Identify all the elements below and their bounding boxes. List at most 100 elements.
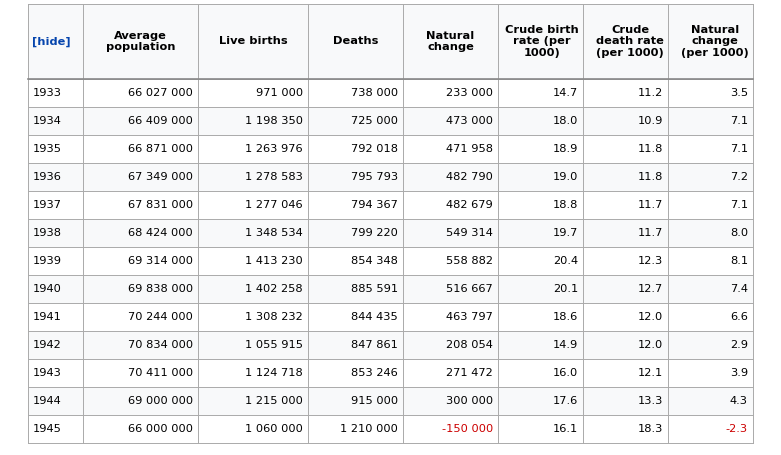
Text: 12.3: 12.3	[638, 256, 663, 266]
Text: 1 198 350: 1 198 350	[245, 116, 303, 126]
Text: 20.1: 20.1	[553, 284, 578, 294]
Text: 20.4: 20.4	[553, 256, 578, 266]
Text: 7.2: 7.2	[730, 172, 748, 182]
Text: 1 124 718: 1 124 718	[245, 368, 303, 378]
Text: 233 000: 233 000	[446, 88, 493, 98]
Text: 66 027 000: 66 027 000	[128, 88, 193, 98]
Text: 1937: 1937	[33, 200, 62, 210]
Text: 473 000: 473 000	[446, 116, 493, 126]
Text: 792 018: 792 018	[351, 144, 398, 154]
Text: 6.6: 6.6	[730, 312, 748, 322]
Text: 1942: 1942	[33, 340, 62, 350]
Text: 68 424 000: 68 424 000	[128, 228, 193, 238]
Text: 853 246: 853 246	[351, 368, 398, 378]
Bar	[28, 359, 753, 387]
Bar	[28, 107, 753, 135]
Text: 1 263 976: 1 263 976	[245, 144, 303, 154]
Text: 1945: 1945	[33, 424, 62, 434]
Text: 1 278 583: 1 278 583	[245, 172, 303, 182]
Text: 69 314 000: 69 314 000	[128, 256, 193, 266]
Text: 12.1: 12.1	[638, 368, 663, 378]
Text: 2.9: 2.9	[730, 340, 748, 350]
Text: 8.0: 8.0	[730, 228, 748, 238]
Text: 300 000: 300 000	[446, 396, 493, 406]
Text: 11.7: 11.7	[637, 200, 663, 210]
Text: 1944: 1944	[33, 396, 62, 406]
Text: Live births: Live births	[219, 36, 287, 46]
Text: 1 277 046: 1 277 046	[245, 200, 303, 210]
Text: 7.1: 7.1	[730, 116, 748, 126]
Text: 18.0: 18.0	[553, 116, 578, 126]
Text: 725 000: 725 000	[351, 116, 398, 126]
Bar	[28, 135, 753, 163]
Text: 1940: 1940	[33, 284, 62, 294]
Text: 1 210 000: 1 210 000	[340, 424, 398, 434]
Text: 1 413 230: 1 413 230	[245, 256, 303, 266]
Text: 915 000: 915 000	[351, 396, 398, 406]
Text: 1 060 000: 1 060 000	[245, 424, 303, 434]
Text: 12.0: 12.0	[638, 312, 663, 322]
Text: 67 831 000: 67 831 000	[128, 200, 193, 210]
Text: Crude
death rate
(per 1000): Crude death rate (per 1000)	[596, 25, 664, 58]
Text: 69 838 000: 69 838 000	[128, 284, 193, 294]
Text: 1 055 915: 1 055 915	[245, 340, 303, 350]
Text: 11.7: 11.7	[637, 228, 663, 238]
Text: 70 834 000: 70 834 000	[128, 340, 193, 350]
Text: 1 215 000: 1 215 000	[245, 396, 303, 406]
Text: 558 882: 558 882	[446, 256, 493, 266]
Text: 18.9: 18.9	[553, 144, 578, 154]
Text: -2.3: -2.3	[726, 424, 748, 434]
Text: 971 000: 971 000	[256, 88, 303, 98]
Text: 1941: 1941	[33, 312, 62, 322]
Text: 8.1: 8.1	[730, 256, 748, 266]
Text: 70 244 000: 70 244 000	[128, 312, 193, 322]
Text: 1 348 534: 1 348 534	[245, 228, 303, 238]
Text: Deaths: Deaths	[333, 36, 378, 46]
Text: Average
population: Average population	[105, 30, 175, 52]
Text: 844 435: 844 435	[351, 312, 398, 322]
Text: 795 793: 795 793	[351, 172, 398, 182]
Text: Crude birth
rate (per
1000): Crude birth rate (per 1000)	[505, 25, 579, 58]
Text: 799 220: 799 220	[351, 228, 398, 238]
Text: 13.3: 13.3	[637, 396, 663, 406]
Text: 1933: 1933	[33, 88, 62, 98]
Text: 208 054: 208 054	[446, 340, 493, 350]
Text: 471 958: 471 958	[446, 144, 493, 154]
Text: Natural
change: Natural change	[426, 30, 475, 52]
Text: 18.8: 18.8	[553, 200, 578, 210]
Text: 16.1: 16.1	[553, 424, 578, 434]
Text: 4.3: 4.3	[730, 396, 748, 406]
Bar	[28, 275, 753, 303]
Text: 19.7: 19.7	[553, 228, 578, 238]
Text: -150 000: -150 000	[442, 424, 493, 434]
Text: 1 308 232: 1 308 232	[245, 312, 303, 322]
Text: 1943: 1943	[33, 368, 62, 378]
Text: 18.6: 18.6	[553, 312, 578, 322]
Text: 3.5: 3.5	[730, 88, 748, 98]
Text: 1935: 1935	[33, 144, 62, 154]
Text: 463 797: 463 797	[446, 312, 493, 322]
Text: 16.0: 16.0	[553, 368, 578, 378]
Bar	[28, 219, 753, 247]
Text: 738 000: 738 000	[351, 88, 398, 98]
Text: 70 411 000: 70 411 000	[128, 368, 193, 378]
Text: 66 000 000: 66 000 000	[128, 424, 193, 434]
Bar	[28, 415, 753, 443]
Text: 18.3: 18.3	[637, 424, 663, 434]
Text: 69 000 000: 69 000 000	[128, 396, 193, 406]
Bar	[28, 331, 753, 359]
Text: 482 679: 482 679	[446, 200, 493, 210]
Text: 11.8: 11.8	[637, 172, 663, 182]
Text: 12.7: 12.7	[638, 284, 663, 294]
Text: 1 402 258: 1 402 258	[245, 284, 303, 294]
Text: 516 667: 516 667	[446, 284, 493, 294]
Text: 854 348: 854 348	[351, 256, 398, 266]
Text: 482 790: 482 790	[446, 172, 493, 182]
Text: 1936: 1936	[33, 172, 62, 182]
Text: 14.7: 14.7	[553, 88, 578, 98]
Text: 66 409 000: 66 409 000	[128, 116, 193, 126]
Text: 11.2: 11.2	[638, 88, 663, 98]
Text: 7.4: 7.4	[730, 284, 748, 294]
Text: Natural
change
(per 1000): Natural change (per 1000)	[681, 25, 749, 58]
Bar	[28, 191, 753, 219]
